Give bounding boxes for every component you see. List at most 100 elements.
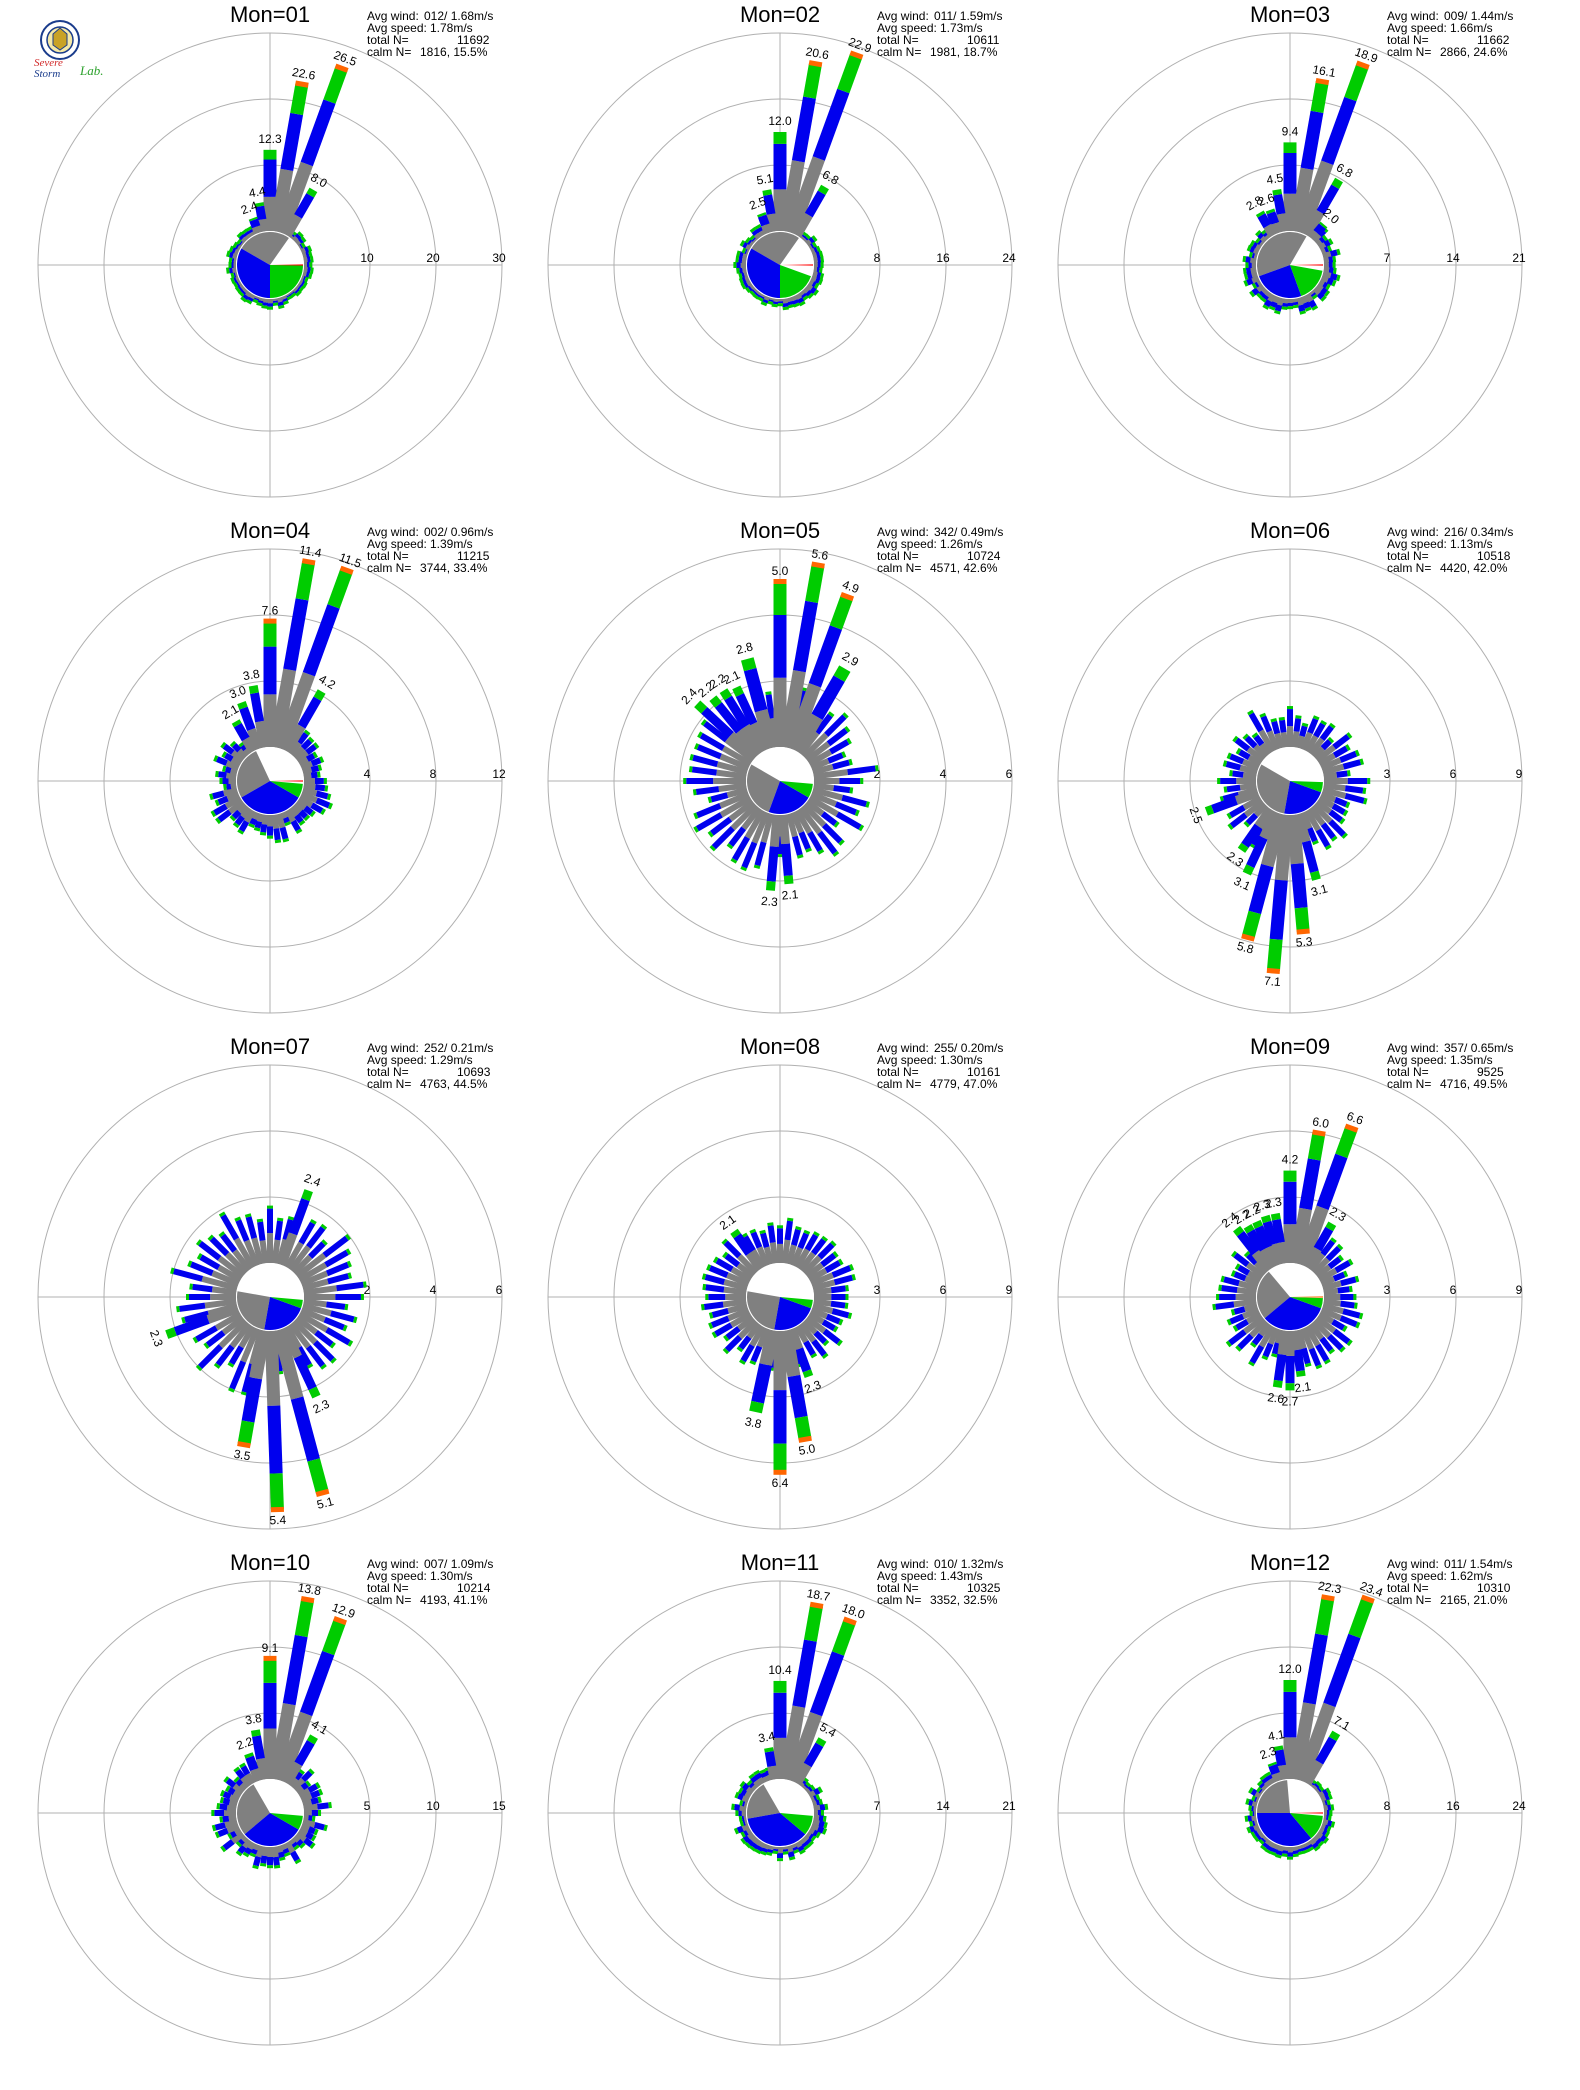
petal-value-label: 4.1 (309, 1717, 331, 1738)
petal-calm-segment (1251, 1249, 1273, 1273)
petal-orange-segment (773, 579, 787, 584)
petal-blue-segment (696, 744, 722, 760)
petal-green-segment (833, 821, 840, 828)
ring-tick-label: 16 (936, 251, 950, 265)
petal-blue-segment (1301, 1846, 1309, 1852)
petal-calm-segment (814, 262, 818, 268)
petal-blue-segment (1319, 1336, 1334, 1353)
petal-blue-segment (228, 251, 234, 259)
petal-calm-segment (1295, 1205, 1329, 1268)
petal-green-segment (735, 256, 740, 263)
labeled-petals: 3.15.37.15.83.12.32.5 (1187, 788, 1329, 989)
petal-calm-segment (1274, 732, 1285, 749)
petal-green-segment (815, 1831, 822, 1839)
petal-blue-segment (811, 1339, 827, 1357)
petal-blue-segment (733, 1233, 754, 1256)
petal-green-segment (233, 1776, 240, 1783)
petal-calm-segment (288, 1245, 311, 1272)
petal-blue-segment (1285, 1355, 1295, 1384)
petal-calm-segment (1303, 1759, 1324, 1786)
petal-blue-segment (218, 771, 227, 779)
petal-value-label: 2.3 (1252, 1196, 1272, 1214)
petal-blue-segment (830, 1285, 846, 1294)
petal-green-segment (313, 1828, 319, 1836)
petal-green-segment (809, 1784, 816, 1792)
range-ring (1123, 1646, 1457, 1980)
ring-tick-label: 4 (940, 767, 947, 781)
petal-blue-segment (771, 301, 779, 305)
petal-blue-segment (305, 251, 310, 259)
petal-calm-segment (230, 1831, 245, 1844)
petal-value-label: 22.3 (1317, 1579, 1343, 1597)
petal-green-segment (1307, 1132, 1326, 1161)
petal-green-segment (1332, 262, 1336, 268)
panel-title: Mon=09 (1250, 1034, 1330, 1059)
petal-calm-segment (785, 156, 825, 236)
petal-blue-segment (773, 143, 787, 190)
petal-blue-segment (1299, 1158, 1321, 1211)
petal-blue-segment (173, 1315, 210, 1336)
petal-calm-segment (204, 1298, 237, 1309)
petal-green-segment (1204, 804, 1215, 816)
petal-orange-segment (301, 558, 316, 566)
petal-green-segment (773, 582, 787, 615)
petal-value-label: 10.4 (768, 1663, 792, 1677)
petal-calm-segment (233, 262, 236, 268)
petal-green-segment (242, 1851, 250, 1858)
petal-orange-segment (1321, 1594, 1335, 1602)
petal-green-segment (263, 621, 277, 647)
petal-blue-segment (1248, 262, 1252, 268)
petal-green-segment (739, 1780, 746, 1788)
petal-calm-segment (243, 1239, 260, 1267)
petal-calm-segment (303, 1285, 337, 1296)
petal-green-segment (330, 1357, 337, 1364)
petal-blue-segment (790, 1228, 801, 1246)
petal-calm-segment (272, 1328, 304, 1400)
petal-green-segment (1231, 1250, 1238, 1258)
petal-green-segment (1274, 310, 1281, 315)
ring-tick-label: 15 (492, 1799, 506, 1813)
petal-green-segment (694, 700, 708, 714)
petal-blue-segment (1302, 301, 1311, 309)
calm-sector (1257, 231, 1307, 277)
petal-green-segment (815, 1793, 821, 1801)
avg-wind-label: Avg wind: (877, 1557, 929, 1571)
avg-wind-label: Avg wind: (367, 525, 419, 539)
petal-blue-segment (314, 778, 324, 784)
petal-value-label: 3.8 (244, 1711, 263, 1728)
petal-calm-segment (1234, 788, 1260, 805)
petal-blue-segment (1316, 291, 1325, 300)
petal-blue-segment (1283, 153, 1297, 194)
petal-blue-segment (804, 1233, 819, 1252)
petal-calm-segment (737, 1254, 759, 1276)
petal-green-segment (1330, 1821, 1336, 1828)
total-n-label: total N= (367, 549, 409, 563)
petal-green-segment (815, 1737, 827, 1748)
petal-green-segment (317, 764, 323, 771)
panel-title: Mon=11 (741, 1550, 819, 1575)
petal-calm-segment (779, 1705, 806, 1781)
petal-blue-segment (1302, 1633, 1328, 1705)
petal-calm-segment (807, 795, 839, 817)
calm-sector (270, 264, 303, 266)
calm-sector (237, 1784, 270, 1835)
petal-green-segment (795, 1226, 802, 1231)
calm-n-value: 4779, 47.0% (930, 1077, 998, 1091)
petal-green-segment (227, 1362, 235, 1368)
petal-blue-segment (1220, 778, 1237, 784)
calm-n-value: 3352, 32.5% (930, 1593, 998, 1607)
petal-blue-segment (220, 1214, 240, 1241)
petal-calm-segment (304, 262, 307, 268)
petal-green-segment (203, 1342, 210, 1350)
petal-green-segment (1242, 255, 1247, 263)
petal-green-segment (760, 1850, 767, 1856)
petal-green-segment (344, 1303, 349, 1311)
petal-blue-segment (1233, 1271, 1247, 1282)
petal-green-segment (1343, 1270, 1349, 1278)
labeled-petals: 7.611.4 11.54.23.83.02.1 (219, 543, 364, 754)
petal-green-segment (1324, 1831, 1330, 1838)
petal-blue-segment (808, 625, 842, 688)
ring-tick-label: 6 (496, 1283, 503, 1297)
